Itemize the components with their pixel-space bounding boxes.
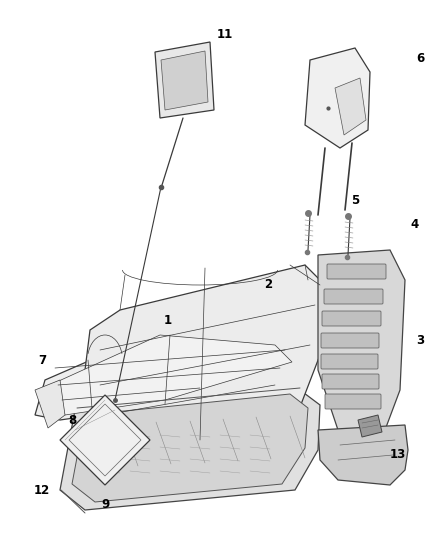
Text: 11: 11: [217, 28, 233, 42]
Polygon shape: [318, 425, 408, 485]
Text: 6: 6: [416, 52, 424, 64]
Text: 5: 5: [351, 193, 359, 206]
Polygon shape: [358, 415, 382, 437]
Polygon shape: [35, 330, 300, 420]
Polygon shape: [155, 42, 214, 118]
Text: 8: 8: [68, 414, 76, 426]
Text: 4: 4: [411, 219, 419, 231]
FancyBboxPatch shape: [325, 394, 381, 409]
Polygon shape: [305, 48, 370, 148]
Polygon shape: [335, 78, 366, 135]
Polygon shape: [72, 394, 308, 502]
FancyBboxPatch shape: [324, 289, 383, 304]
FancyBboxPatch shape: [321, 354, 378, 369]
FancyBboxPatch shape: [322, 311, 381, 326]
FancyBboxPatch shape: [322, 374, 379, 389]
Polygon shape: [85, 265, 325, 445]
Text: 7: 7: [38, 353, 46, 367]
Polygon shape: [50, 335, 292, 415]
Polygon shape: [35, 380, 65, 428]
Text: 1: 1: [164, 313, 172, 327]
Text: 2: 2: [264, 279, 272, 292]
Polygon shape: [60, 395, 150, 485]
FancyBboxPatch shape: [321, 333, 379, 348]
Polygon shape: [161, 51, 208, 110]
Text: 9: 9: [101, 498, 109, 512]
FancyBboxPatch shape: [327, 264, 386, 279]
Text: 3: 3: [416, 334, 424, 346]
Polygon shape: [318, 250, 405, 445]
Polygon shape: [60, 390, 320, 510]
Text: 13: 13: [390, 448, 406, 462]
Text: 12: 12: [34, 483, 50, 497]
